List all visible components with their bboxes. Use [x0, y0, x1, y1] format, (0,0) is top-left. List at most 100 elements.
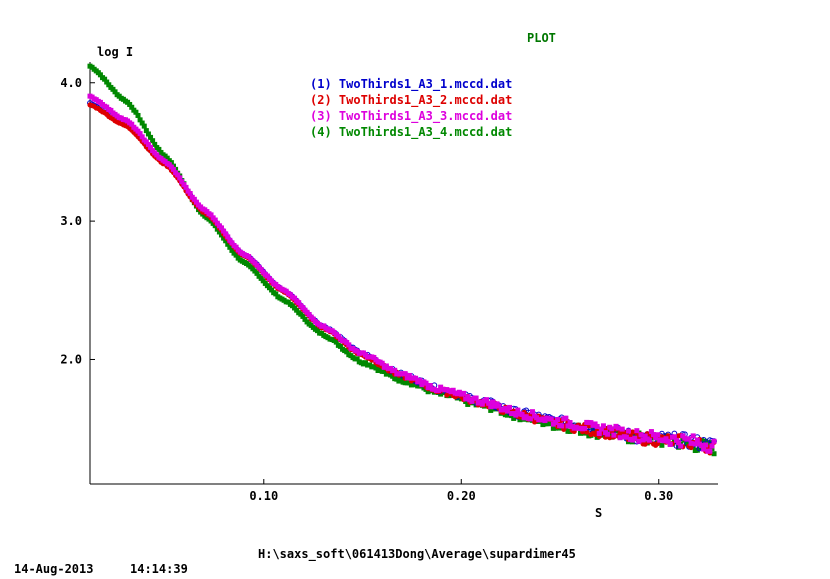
data-point [427, 383, 433, 389]
data-point [398, 375, 404, 381]
data-point [214, 220, 220, 226]
data-point [227, 237, 233, 243]
data-point [515, 407, 521, 413]
data-point [559, 423, 565, 429]
data-point [292, 295, 298, 301]
series-2 [87, 102, 717, 456]
data-point [221, 228, 227, 234]
data-point [417, 377, 423, 383]
data-point [392, 367, 398, 373]
data-point [139, 134, 145, 140]
data-point [419, 382, 425, 388]
data-point [486, 400, 492, 406]
data-point [170, 166, 176, 172]
data-point [396, 378, 402, 384]
data-point [218, 225, 224, 231]
data-point [707, 448, 713, 454]
data-point [135, 112, 141, 118]
data-point [665, 438, 671, 444]
series-1 [87, 100, 717, 453]
data-point [191, 196, 197, 202]
data-point [179, 179, 185, 185]
data-point [701, 446, 707, 452]
data-point [233, 244, 239, 250]
data-point [300, 305, 306, 311]
data-point [594, 423, 600, 429]
data-point [636, 438, 642, 444]
data-point [663, 436, 669, 442]
data-point [139, 120, 145, 126]
data-point [137, 131, 143, 137]
data-point [490, 399, 496, 405]
data-point [258, 267, 264, 273]
data-point [354, 356, 360, 362]
data-point [623, 434, 629, 440]
data-point [112, 89, 118, 95]
data-point [711, 451, 717, 457]
data-point [227, 244, 233, 250]
footer-time: 14:14:39 [130, 562, 188, 576]
data-point [175, 172, 181, 178]
data-point [502, 405, 508, 411]
data-point [605, 431, 611, 437]
data-point [183, 184, 189, 190]
data-point [406, 372, 412, 378]
axes: 0.10 0.20 0.30 2.0 3.0 4.0 [60, 62, 718, 503]
data-point [651, 432, 657, 438]
data-point [402, 371, 408, 377]
data-point [513, 412, 519, 418]
data-series [87, 63, 717, 457]
data-point [127, 101, 133, 107]
data-point [461, 390, 467, 396]
data-point [346, 342, 352, 348]
data-point [611, 432, 617, 438]
data-point [106, 82, 112, 88]
data-point [496, 403, 502, 409]
data-point [137, 117, 143, 123]
legend: (1) TwoThirds1_A3_1.mccd.dat(2) TwoThird… [310, 77, 512, 140]
data-point [667, 441, 673, 447]
data-point [548, 416, 554, 422]
data-point [488, 404, 494, 410]
data-point [273, 291, 279, 297]
data-point [527, 416, 533, 422]
data-point [609, 426, 615, 432]
y-tick-label: 3.0 [60, 214, 82, 228]
data-point [233, 252, 239, 258]
y-axis-label: log I [97, 45, 133, 59]
data-point [225, 241, 231, 247]
data-point [310, 316, 316, 322]
data-point [221, 235, 227, 241]
data-point [519, 411, 525, 417]
data-point [150, 138, 156, 144]
data-point [582, 425, 588, 431]
data-point [596, 430, 602, 436]
data-point [479, 401, 485, 407]
data-point [260, 278, 266, 284]
data-point [711, 438, 717, 444]
legend-entry-1: (1) TwoThirds1_A3_1.mccd.dat [310, 77, 512, 92]
data-point [223, 231, 229, 237]
data-point [688, 444, 694, 451]
data-point [212, 217, 218, 223]
data-point [379, 360, 385, 366]
data-point [208, 212, 214, 218]
data-point [143, 128, 149, 134]
data-point [102, 76, 108, 82]
x-tick-label: 0.20 [447, 489, 476, 503]
data-point [625, 428, 631, 434]
data-point [436, 387, 442, 393]
data-point [469, 398, 475, 404]
data-point [504, 408, 510, 414]
data-point [306, 312, 312, 318]
data-point [302, 316, 308, 322]
data-point [335, 333, 341, 339]
data-point [344, 349, 350, 355]
data-point [463, 398, 469, 404]
data-point [619, 426, 625, 432]
data-point [634, 428, 640, 434]
data-point [264, 273, 270, 279]
data-point [563, 415, 569, 421]
data-point [588, 420, 594, 426]
legend-entry-4: (4) TwoThirds1_A3_4.mccd.dat [310, 125, 512, 140]
